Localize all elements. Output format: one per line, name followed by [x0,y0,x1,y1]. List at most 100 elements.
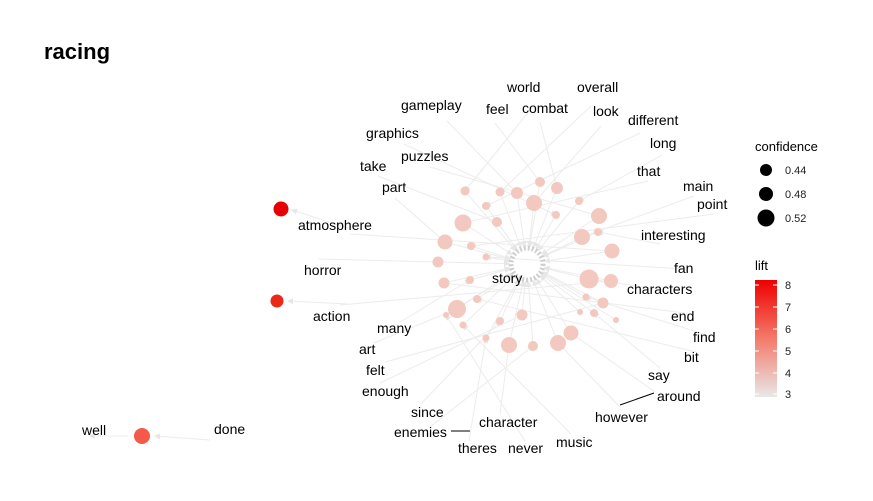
legend: confidence 0.44 0.48 0.52 lift 8 7 6 5 4… [755,139,818,401]
edge [444,241,511,261]
rule-node [448,300,466,318]
rule-node [528,341,538,351]
edge [499,279,520,322]
edge [508,280,525,346]
rule-node [501,337,517,353]
rule-node [438,277,450,289]
edge [485,132,641,207]
edge [446,120,518,194]
word-label-say: say [648,367,670,383]
edge [399,279,471,323]
word-label-part: part [382,179,406,195]
edge [499,191,522,249]
edge [154,433,211,441]
edge [541,273,617,321]
word-label-well: well [81,422,106,438]
legend-lift-tick: 3 [785,389,791,401]
edge [470,245,511,260]
legend-lift-colorbar [755,280,777,397]
edge [499,344,512,415]
edge [533,125,602,204]
word-label-art: art [359,341,375,357]
rule-node [495,187,505,197]
rule-node [511,187,523,199]
edge [287,298,349,305]
edge [499,105,592,193]
word-label-bit: bit [684,349,699,365]
legend-lift-title: lift [755,258,768,273]
labels-layer: world overall gameplay feel combat look differ… [81,79,727,456]
rule-node-horror-action [270,294,284,308]
word-label-long: long [650,135,676,151]
legend-confidence-value: 0.44 [785,165,806,177]
leader-line [619,392,655,406]
rule-node [482,334,490,342]
edge [462,180,649,225]
edge [464,190,516,252]
edge [570,332,656,393]
edge [291,208,349,229]
legend-lift-tick: 7 [785,302,791,314]
edge [588,276,651,289]
rule-node [482,253,490,261]
legend-lift-tick: 8 [785,280,791,292]
rule-node [467,242,475,250]
edge [462,324,572,435]
edge [542,271,604,304]
edge [539,121,559,189]
rule-node [466,276,474,284]
rule-node-well-done [134,428,150,444]
word-label-many: many [377,320,411,336]
edge [535,214,557,250]
edge [541,272,587,298]
edge [494,122,541,183]
word-label-atmosphere: atmosphere [298,217,372,233]
rule-node [597,297,609,309]
edge [485,254,687,270]
edge [462,222,513,255]
word-label-find: find [693,329,716,345]
rule-node [473,295,481,303]
legend-confidence-value: 0.52 [785,213,806,225]
rule-node [550,335,566,351]
edge [476,297,697,353]
edge [485,256,511,264]
legend-confidence-dot [759,187,773,201]
edge [469,267,511,281]
word-label-main: main [683,178,713,194]
rule-node [604,243,620,259]
word-label-characters: characters [627,281,692,297]
rule-node [443,312,449,318]
word-label-end: end [671,308,694,324]
edge [527,181,541,248]
word-label-graphics: graphics [366,125,419,141]
word-label-horror: horror [304,262,342,278]
rule-node [460,186,470,196]
word-label-around: around [657,388,701,404]
word-label-theres: theres [458,440,497,456]
rule-node [492,217,502,227]
center-hub [508,245,546,283]
edge [543,250,613,264]
legend-lift-tick: 6 [785,324,791,336]
nodes-layer [134,177,620,444]
graph-title: racing [44,39,110,64]
rule-node [594,228,602,236]
edge [349,233,613,254]
legend-confidence-title: confidence [755,139,818,154]
word-label-feel: feel [486,101,509,117]
edge [485,278,519,339]
edge [521,280,528,316]
edge [597,230,661,245]
rule-node [496,317,504,325]
legend-confidence-dot [760,164,772,176]
word-label-action: action [313,308,350,324]
rule-node [577,309,583,315]
word-label-however: however [595,409,648,425]
rule-node [591,208,607,224]
rule-node [563,325,579,341]
word-label-overall: overall [577,79,618,95]
rule-node [574,229,590,245]
rule-node [613,317,619,323]
edge [445,314,526,442]
